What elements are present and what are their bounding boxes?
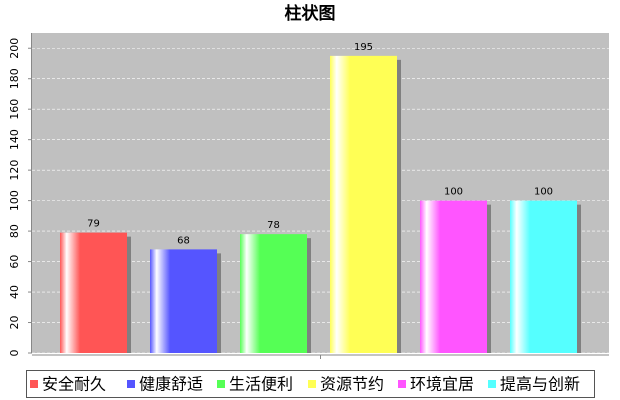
data-label: 100 [534, 187, 553, 198]
legend-label: 提高与创新 [500, 375, 580, 394]
legend-label: 环境宜居 [410, 375, 474, 394]
y-tick-label: 200 [8, 38, 21, 59]
legend-swatch [398, 380, 406, 388]
bar [150, 249, 217, 353]
legend-swatch [488, 380, 496, 388]
bar [510, 200, 577, 353]
bar [420, 200, 487, 353]
legend-label: 健康舒适 [139, 375, 203, 394]
legend-swatch [308, 380, 316, 388]
y-tick-label: 100 [8, 190, 21, 211]
chart-title: 柱状图 [285, 3, 336, 24]
data-label: 79 [87, 219, 100, 230]
legend-swatch [217, 380, 225, 388]
y-tick-label: 40 [8, 285, 21, 299]
bar [60, 232, 127, 353]
bar [240, 234, 307, 353]
y-tick-label: 120 [8, 160, 21, 181]
legend-label: 资源节约 [320, 375, 384, 394]
y-tick-label: 180 [8, 68, 21, 89]
legend-swatch [127, 380, 135, 388]
y-tick-label: 20 [8, 316, 21, 330]
y-tick-label: 140 [8, 129, 21, 150]
y-tick-label: 0 [8, 350, 21, 357]
y-tick-label: 160 [8, 99, 21, 120]
y-tick-label: 80 [8, 224, 21, 238]
bar [330, 55, 397, 353]
data-label: 68 [177, 235, 190, 246]
legend-label: 安全耐久 [42, 375, 106, 394]
legend-label: 生活便利 [229, 375, 293, 394]
data-label: 195 [354, 42, 373, 53]
y-tick-label: 60 [8, 255, 21, 269]
data-label: 100 [444, 187, 463, 198]
data-label: 78 [267, 220, 280, 231]
legend-swatch [30, 380, 38, 388]
